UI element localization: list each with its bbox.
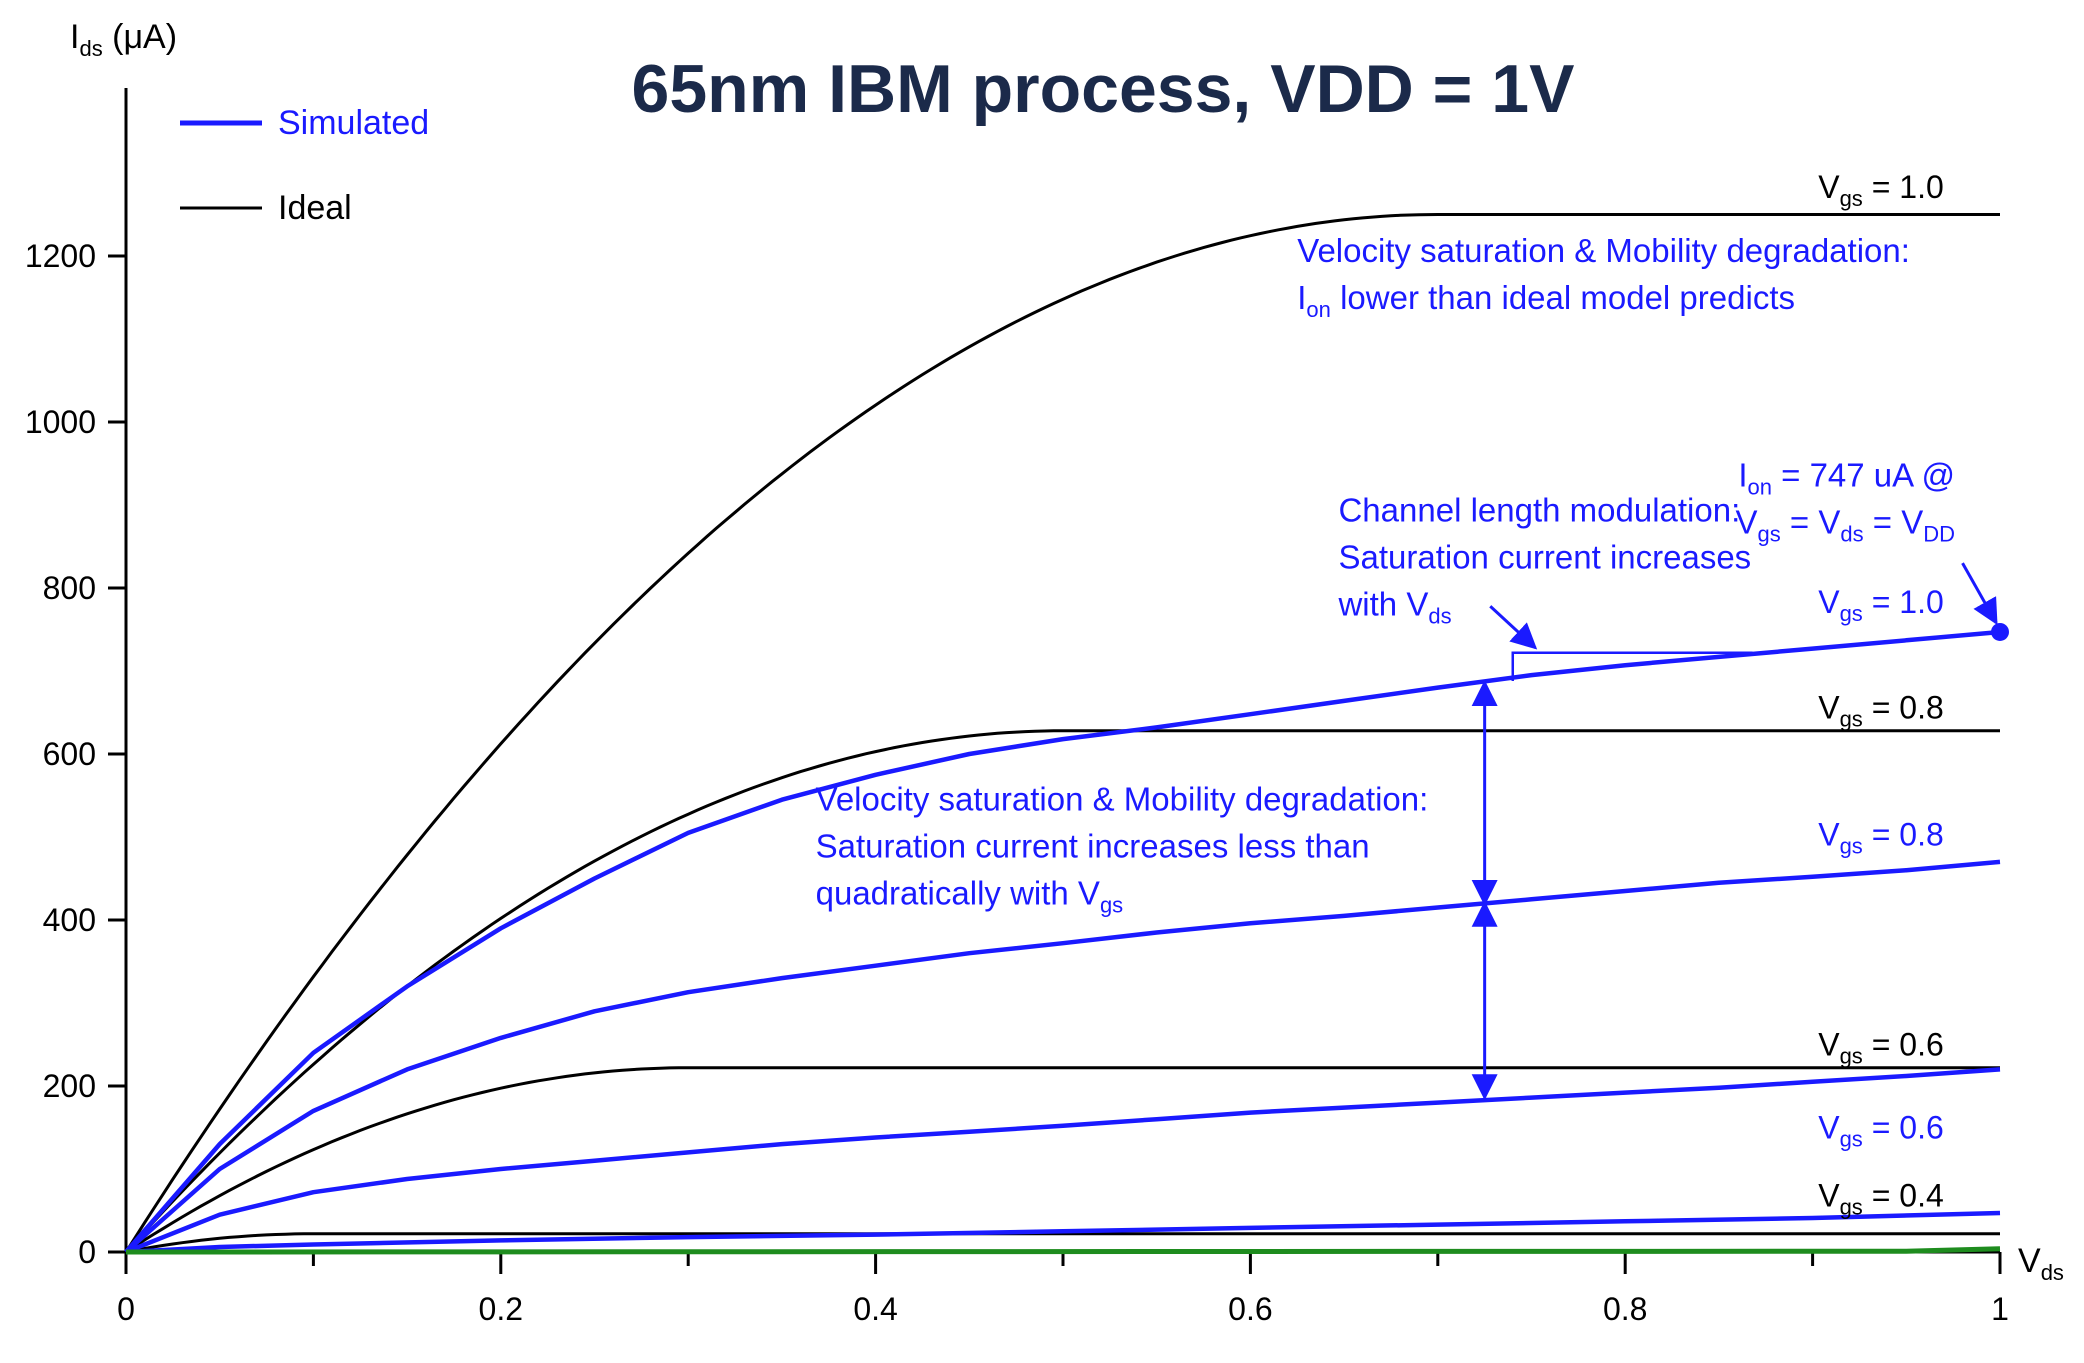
ideal-curve-vgs-04 <box>125 1232 2000 1254</box>
y-tick-label: 200 <box>43 1068 96 1104</box>
annotation-line: Channel length modulation: <box>1338 492 1740 529</box>
ideal-curve-vgs-08 <box>124 729 2000 1254</box>
leakage-curve <box>125 1246 2001 1255</box>
anno-velocity-quad: Velocity saturation & Mobility degradati… <box>816 780 1429 917</box>
y-axis-label: Ids (μA) <box>70 18 177 61</box>
curves <box>124 213 2009 1255</box>
legend-label-simulated: Simulated <box>278 104 429 142</box>
x-tick-label: 0.4 <box>853 1291 897 1327</box>
x-tick-label: 1 <box>1991 1291 2009 1327</box>
y-tick-label: 400 <box>43 902 96 938</box>
ion-arrow <box>1961 562 1998 626</box>
annotation-line: Vgs = Vds = VDD <box>1735 504 1955 547</box>
curve-label: Vgs = 1.0 <box>1818 169 1944 211</box>
chart-title: 65nm IBM process, VDD = 1V <box>632 51 1575 127</box>
curve-label: Vgs = 1.0 <box>1818 584 1944 626</box>
anno-ion-value: Ion = 747 uA @Vgs = Vds = VDD <box>1735 457 1955 547</box>
legend-item-simulated: Simulated <box>180 104 429 142</box>
clm-arrow <box>1489 605 1538 650</box>
y-tick-label: 1000 <box>25 404 96 440</box>
guides <box>1471 562 1998 1101</box>
annotations: Velocity saturation & Mobility degradati… <box>816 232 1955 918</box>
annotation-line: Saturation current increases less than <box>816 827 1370 864</box>
annotation-line: with Vds <box>1337 586 1451 629</box>
anno-velocity-ion: Velocity saturation & Mobility degradati… <box>1297 232 1910 322</box>
ideal-curve-vgs-1 <box>124 213 2000 1253</box>
y-tick-label: 1200 <box>25 238 96 274</box>
x-tick-label: 0.8 <box>1603 1291 1647 1327</box>
annotation-line: quadratically with Vgs <box>816 874 1124 917</box>
x-tick-label: 0.6 <box>1228 1291 1272 1327</box>
ideal-curve-vgs-06 <box>125 1066 2000 1254</box>
x-tick-label: 0 <box>117 1291 135 1327</box>
curve-label: Vgs = 0.8 <box>1818 689 1944 731</box>
y-tick-label: 800 <box>43 570 96 606</box>
simulated-curve-vgs-06 <box>125 1067 2001 1255</box>
simulated-curve-vgs-08 <box>124 859 2001 1254</box>
curve-label: Vgs = 0.4 <box>1818 1177 1944 1219</box>
curve-labels: Vgs = 1.0 Vgs = 0.8 Vgs = 0.6 Vgs = 0.4 Vgs … <box>1818 169 1944 1219</box>
legend: Simulated Ideal <box>180 104 429 227</box>
annotation-line: Ion = 747 uA @ <box>1738 457 1955 500</box>
simulated-curve-vgs-1 <box>124 629 2001 1254</box>
curve-label: Vgs = 0.6 <box>1818 1109 1944 1151</box>
clm-bracket <box>1511 651 1753 681</box>
x-tick-label: 0.2 <box>479 1291 523 1327</box>
curve-label: Vgs = 0.6 <box>1818 1026 1944 1068</box>
simulated-curve-vgs-04 <box>125 1210 2001 1255</box>
annotation-line: Velocity saturation & Mobility degradati… <box>816 780 1429 817</box>
curve-label: Vgs = 0.8 <box>1818 816 1944 858</box>
y-tick-label: 600 <box>43 736 96 772</box>
annotation-line: Ion lower than ideal model predicts <box>1297 279 1795 322</box>
ticks: 0 0.2 0.4 0.6 0.8 1 0 200 400 600 800 1000 1200 <box>25 238 2009 1327</box>
x-axis-label: Vds <box>2018 1242 2064 1285</box>
anno-clm: Channel length modulation: Saturation cur… <box>1337 492 1751 629</box>
annotation-line: Saturation current increases <box>1338 539 1751 576</box>
annotation-line: Velocity saturation & Mobility degradati… <box>1297 232 1910 269</box>
legend-item-ideal: Ideal <box>180 189 352 227</box>
ion-marker <box>1991 622 2009 641</box>
y-tick-label: 0 <box>78 1234 96 1270</box>
legend-label-ideal: Ideal <box>278 189 352 227</box>
